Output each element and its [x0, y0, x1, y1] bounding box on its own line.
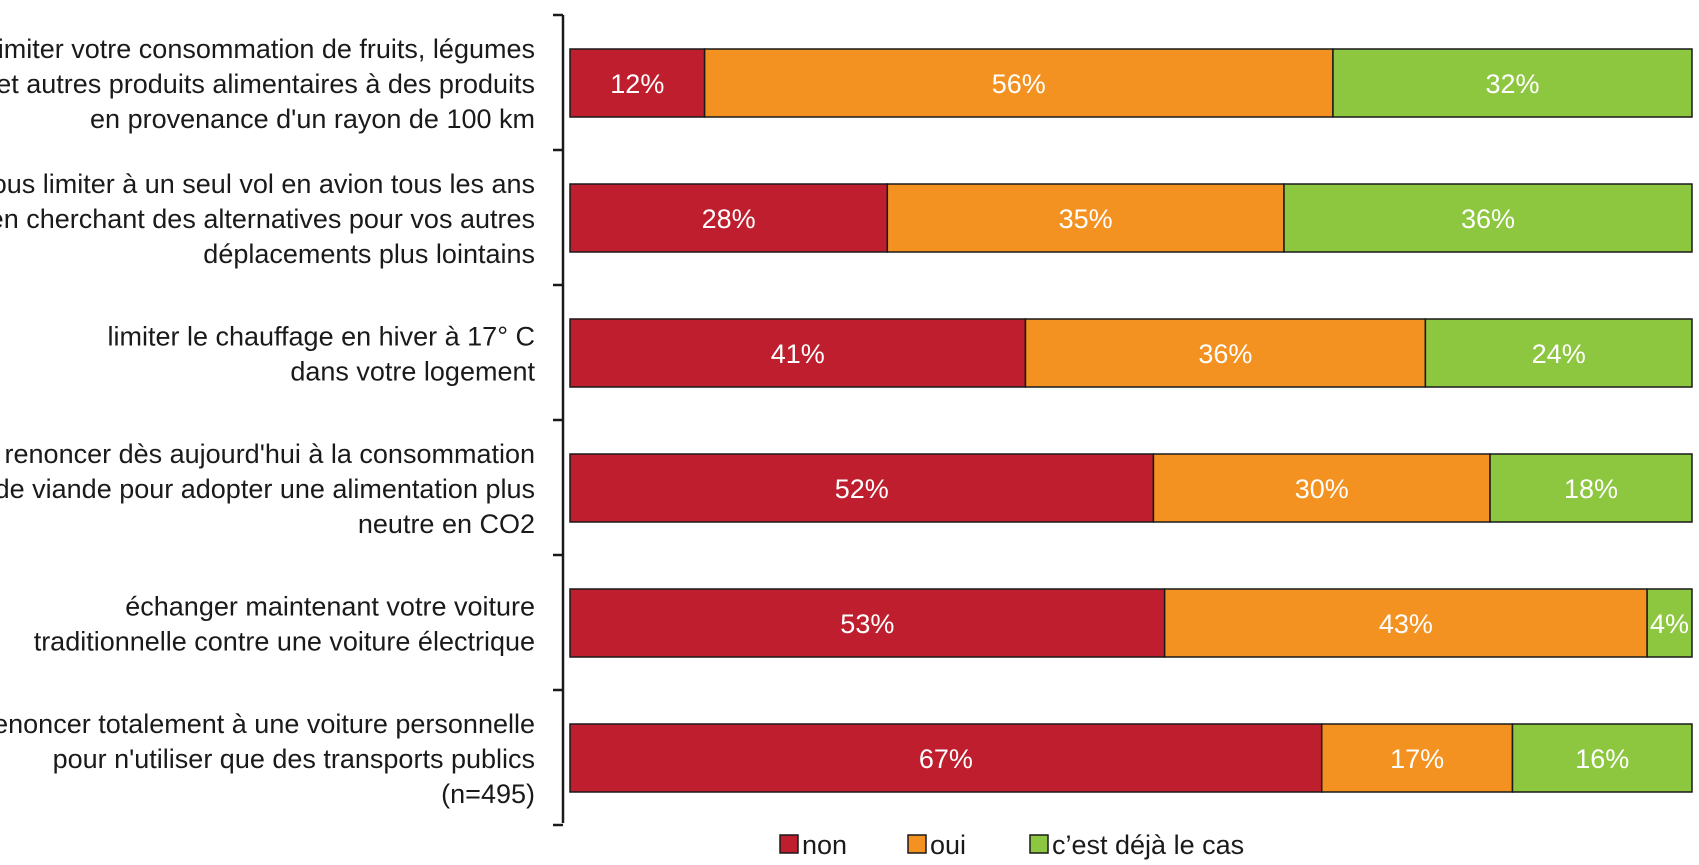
data-label: 32% — [1485, 69, 1539, 99]
bar-segment-c-est-d-j-le-cas-row-4 — [1489, 453, 1693, 523]
category-label: et autres produits alimentaires à des pr… — [0, 69, 535, 99]
data-label: 52% — [835, 474, 889, 504]
category-label: limiter le chauffage en hiver à 17° C — [107, 322, 535, 352]
data-label: 53% — [840, 609, 894, 639]
category-label: en cherchant des alternatives pour vos a… — [0, 204, 535, 234]
bar-segment-oui-row-5 — [1163, 588, 1648, 658]
legend-label: c’est déjà le cas — [1052, 830, 1244, 860]
legend-swatch — [779, 834, 799, 854]
bars-layer: 12% 56% 32% 28% 35% 36% 41% 36% 24% 52% 30% 18% 53% 4… — [569, 48, 1693, 793]
category-label: de viande pour adopter une alimentation … — [0, 474, 535, 504]
data-label: 12% — [610, 69, 664, 99]
category-label: échanger maintenant votre voiture — [125, 592, 535, 622]
data-label: 43% — [1379, 609, 1433, 639]
data-label: 35% — [1059, 204, 1113, 234]
category-labels: limiter votre consommation de fruits, lé… — [0, 34, 535, 809]
bar-segment-non-row-1 — [569, 48, 706, 118]
category-label: renoncer dès aujourd'hui à la consommati… — [5, 439, 535, 469]
legend-label: non — [802, 830, 847, 860]
legend-swatch — [1029, 834, 1049, 854]
data-label: 18% — [1564, 474, 1618, 504]
bar-segment-oui-row-3 — [1024, 318, 1427, 388]
category-axis — [553, 13, 565, 827]
data-label: 17% — [1390, 744, 1444, 774]
bar-segment-non-row-2 — [569, 183, 889, 253]
bar-segment-c-est-d-j-le-cas-row-3 — [1424, 318, 1693, 388]
category-label: dans votre logement — [290, 357, 535, 387]
category-label: renoncer totalement à une voiture person… — [0, 709, 535, 739]
data-label: 36% — [1461, 204, 1515, 234]
legend-label: oui — [930, 830, 966, 860]
category-label: en provenance d'un rayon de 100 km — [90, 104, 535, 134]
data-label: 36% — [1198, 339, 1252, 369]
category-label: traditionnelle contre une voiture électr… — [34, 627, 535, 657]
bar-segment-oui-row-2 — [886, 183, 1285, 253]
legend-swatch — [907, 834, 927, 854]
data-label: 30% — [1295, 474, 1349, 504]
category-label: limiter votre consommation de fruits, lé… — [0, 34, 535, 64]
bar-segment-non-row-4 — [569, 453, 1155, 523]
bar-segment-non-row-3 — [569, 318, 1027, 388]
data-label: 28% — [702, 204, 756, 234]
bar-segment-non-row-5 — [569, 588, 1166, 658]
data-label: 56% — [992, 69, 1046, 99]
category-label: vous limiter à un seul vol en avion tous… — [0, 169, 535, 199]
bar-segment-c-est-d-j-le-cas-row-5 — [1646, 588, 1693, 658]
bar-segment-c-est-d-j-le-cas-row-1 — [1332, 48, 1693, 118]
category-label: déplacements plus lointains — [203, 239, 535, 269]
bar-segment-non-row-6 — [569, 723, 1323, 793]
bar-segment-oui-row-1 — [703, 48, 1334, 118]
legend: non oui c’est déjà le cas — [779, 830, 1244, 860]
bar-segment-c-est-d-j-le-cas-row-6 — [1511, 723, 1693, 793]
data-label: 24% — [1532, 339, 1586, 369]
category-label: (n=495) — [441, 779, 535, 809]
data-label: 67% — [919, 744, 973, 774]
data-label: 41% — [771, 339, 825, 369]
bar-segment-oui-row-6 — [1320, 723, 1514, 793]
category-label: neutre en CO2 — [358, 509, 535, 539]
data-label: 4% — [1650, 609, 1689, 639]
category-label: pour n'utiliser que des transports publi… — [53, 744, 535, 774]
bar-segment-c-est-d-j-le-cas-row-2 — [1283, 183, 1693, 253]
data-label: 16% — [1575, 744, 1629, 774]
